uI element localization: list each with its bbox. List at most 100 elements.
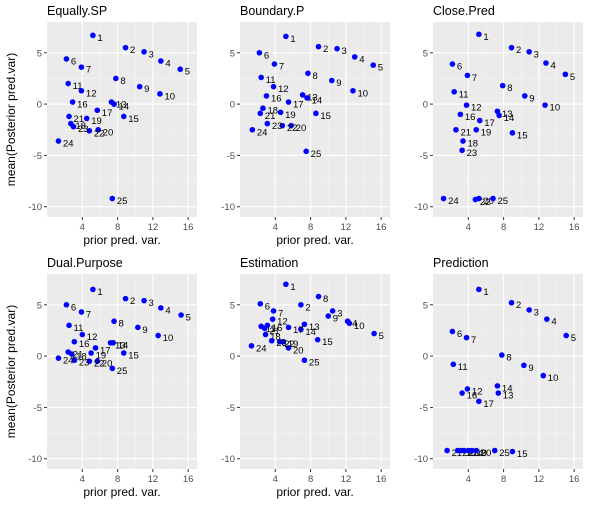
data-point (285, 99, 292, 105)
point-label: 22 (287, 123, 298, 134)
data-point (109, 195, 116, 202)
data-point (110, 339, 116, 346)
data-point (270, 308, 277, 314)
point-label: 17 (293, 100, 304, 111)
data-point (315, 43, 322, 50)
data-point (526, 48, 532, 55)
data-point (315, 293, 322, 300)
x-tick-label: 16 (569, 474, 580, 485)
point-label: 9 (528, 363, 533, 374)
data-point (65, 349, 71, 355)
data-point (55, 355, 62, 361)
x-tick-label: 8 (501, 222, 506, 233)
y-tick-label: 0 (37, 100, 42, 111)
point-label: 6 (265, 301, 270, 312)
point-label: 2 (130, 45, 135, 56)
point-label: 15 (517, 449, 528, 460)
data-point (305, 70, 311, 77)
point-label: 5 (378, 63, 383, 74)
point-label: 23 (272, 121, 283, 132)
data-point (299, 92, 306, 98)
point-label: 20 (102, 359, 113, 370)
point-label: 13 (503, 391, 514, 402)
data-point (464, 386, 471, 392)
x-tick-label: 8 (308, 474, 313, 485)
data-point (469, 447, 475, 454)
point-label: 23 (79, 358, 90, 369)
point-label: 19 (96, 351, 107, 362)
point-label: 13 (116, 100, 127, 111)
point-label: 8 (312, 71, 317, 82)
x-tick-label: 8 (115, 222, 120, 233)
point-label: 5 (185, 67, 190, 78)
point-label: 25 (309, 358, 320, 369)
data-point (460, 138, 466, 144)
data-point (313, 110, 319, 117)
y-tick-label: -5 (34, 151, 42, 162)
point-label: 13 (309, 322, 320, 333)
data-point (453, 126, 459, 133)
data-point (304, 95, 310, 101)
point-label: 10 (357, 88, 368, 99)
point-label: 15 (320, 111, 331, 122)
data-point (71, 338, 78, 345)
point-label: 3 (337, 308, 342, 319)
x-tick-label: 4 (273, 222, 278, 233)
x-axis-label: prior pred. var. (83, 233, 160, 247)
data-point (141, 48, 147, 55)
point-label: 25 (498, 196, 509, 207)
point-label: 15 (322, 337, 333, 348)
data-point (449, 61, 456, 67)
data-point (490, 195, 496, 202)
data-point (111, 318, 117, 325)
point-label: 9 (529, 93, 534, 104)
data-point (71, 357, 78, 364)
point-label: 19 (481, 127, 492, 138)
data-point (494, 383, 501, 389)
y-tick-label: -10 (221, 202, 235, 213)
data-point (178, 312, 184, 318)
point-label: 21 (452, 448, 463, 459)
data-point (78, 64, 85, 70)
data-point (444, 447, 450, 454)
y-tick-label: 5 (37, 48, 42, 59)
point-label: 1 (290, 282, 295, 293)
data-point (70, 123, 77, 130)
panel-title: Prediction (433, 256, 489, 270)
point-label: 12 (472, 386, 483, 397)
data-point (461, 447, 467, 454)
point-label: 18 (468, 139, 479, 150)
x-tick-label: 4 (466, 222, 471, 233)
data-point (350, 87, 356, 94)
point-label: 11 (458, 362, 468, 373)
point-label: 24 (256, 343, 267, 354)
data-point (113, 75, 119, 82)
data-point (90, 32, 96, 39)
data-point (258, 74, 264, 81)
point-label: 23 (468, 448, 479, 459)
point-label: 4 (550, 61, 555, 72)
point-label: 21 (265, 111, 276, 122)
data-point (122, 295, 129, 302)
point-label: 23 (78, 124, 89, 135)
point-label: 17 (484, 118, 495, 129)
point-label: 5 (379, 331, 384, 342)
x-tick-label: 16 (376, 474, 387, 485)
point-label: 9 (144, 84, 149, 95)
point-label: 24 (63, 356, 74, 367)
point-label: 12 (471, 103, 482, 114)
point-label: 7 (86, 65, 91, 76)
data-point (473, 126, 480, 133)
point-label: 12 (277, 317, 288, 328)
point-label: 14 (118, 340, 129, 351)
point-label: 11 (459, 89, 469, 100)
data-point (540, 372, 547, 379)
point-label: 15 (128, 114, 139, 125)
point-label: 7 (279, 62, 284, 73)
data-point (346, 320, 353, 327)
point-label: 4 (165, 305, 170, 316)
data-point (66, 113, 72, 120)
point-label: 8 (506, 353, 511, 364)
data-point (476, 31, 482, 38)
